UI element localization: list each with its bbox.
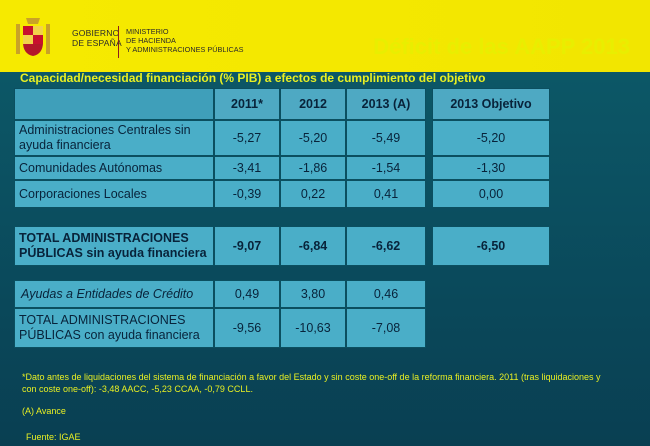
col-header-2013-objetivo: 2013 Objetivo: [432, 88, 550, 120]
cell-ayudas-2011: 0,49: [214, 280, 280, 308]
cell-ccaa-2013a: -1,54: [346, 156, 426, 180]
col-header-2011: 2011*: [214, 88, 280, 120]
row-label-total-con-ayuda: TOTAL ADMINISTRACIONES PÚBLICAS con ayud…: [14, 308, 214, 348]
cell-ccaa-2012: -1,86: [280, 156, 346, 180]
header-corner: [14, 88, 214, 120]
cell-ccaa-objetivo: -1,30: [432, 156, 550, 180]
page-title: Déficit de las AAPP 2013: [373, 34, 630, 59]
table-subtitle: Capacidad/necesidad financiación (% PIB)…: [20, 71, 486, 85]
coat-of-arms-icon: [16, 18, 50, 56]
cell-total-con-2013a: -7,08: [346, 308, 426, 348]
cell-total-con-2012: -10,63: [280, 308, 346, 348]
col-header-2013a: 2013 (A): [346, 88, 426, 120]
cell-ccaa-2011: -3,41: [214, 156, 280, 180]
col-header-2012: 2012: [280, 88, 346, 120]
cell-total-sin-2012: -6,84: [280, 226, 346, 266]
row-label-aacc: Administraciones Centrales sin ayuda fin…: [14, 120, 214, 156]
cell-ccll-2012: 0,22: [280, 180, 346, 208]
footnote: *Dato antes de liquidaciones del sistema…: [22, 372, 601, 394]
row-label-ccaa: Comunidades Autónomas: [14, 156, 214, 180]
ministerio-text: MINISTERIO DE HACIENDA Y ADMINISTRACIONE…: [126, 27, 244, 54]
cell-total-con-2011: -9,56: [214, 308, 280, 348]
cell-ccll-objetivo: 0,00: [432, 180, 550, 208]
cell-total-sin-2011: -9,07: [214, 226, 280, 266]
cell-ayudas-2012: 3,80: [280, 280, 346, 308]
cell-ayudas-2013a: 0,46: [346, 280, 426, 308]
row-label-ccll: Corporaciones Locales: [14, 180, 214, 208]
cell-total-sin-2013a: -6,62: [346, 226, 426, 266]
cell-aacc-objetivo: -5,20: [432, 120, 550, 156]
row-label-ayudas-credito: Ayudas a Entidades de Crédito: [14, 280, 214, 308]
avance-note: (A) Avance: [22, 406, 66, 416]
cell-ccll-2011: -0,39: [214, 180, 280, 208]
header-yellow-band: [0, 0, 650, 72]
gobierno-text: GOBIERNO DE ESPAÑA: [72, 28, 122, 48]
cell-total-sin-objetivo: -6,50: [432, 226, 550, 266]
divider: [118, 26, 119, 58]
deficit-table: 2011* 2012 2013 (A) 2013 Objetivo Admini…: [14, 88, 550, 350]
source-note: Fuente: IGAE: [26, 432, 81, 442]
row-label-total-sin-ayuda: TOTAL ADMINISTRACIONES PÚBLICAS sin ayud…: [14, 226, 214, 266]
cell-aacc-2012: -5,20: [280, 120, 346, 156]
cell-ccll-2013a: 0,41: [346, 180, 426, 208]
header-band: [0, 0, 650, 72]
cell-aacc-2011: -5,27: [214, 120, 280, 156]
cell-aacc-2013a: -5,49: [346, 120, 426, 156]
